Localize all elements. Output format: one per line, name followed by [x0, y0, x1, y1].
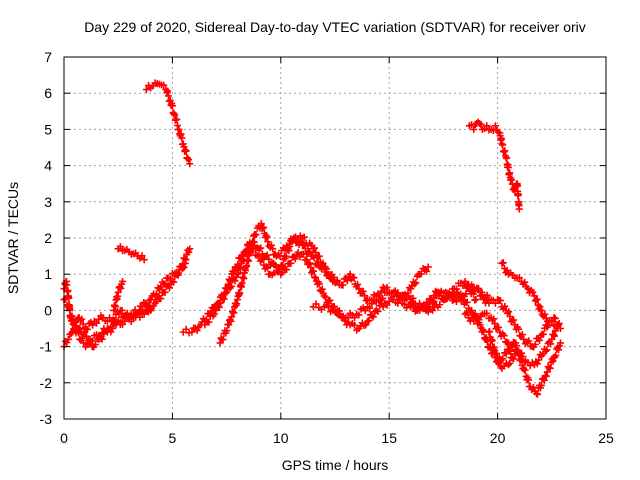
chart-title: Day 229 of 2020, Sidereal Day-to-day VTE… — [84, 19, 586, 35]
data-point-markers — [216, 220, 341, 347]
series-arc-low-c — [60, 277, 155, 351]
series-arc-late-4 — [485, 327, 519, 372]
x-tick-label: 25 — [598, 430, 614, 446]
x-axis-label: GPS time / hours — [282, 457, 389, 473]
data-point-markers — [498, 259, 564, 332]
data-point-markers — [114, 243, 148, 264]
y-tick-label: -1 — [40, 339, 53, 355]
data-point-markers — [465, 118, 523, 213]
series-arc-mid-1 — [110, 277, 127, 314]
x-tick-label: 10 — [273, 430, 289, 446]
data-point-markers — [476, 290, 562, 351]
series-arc-short — [114, 243, 148, 264]
data-point-markers — [407, 281, 493, 314]
y-tick-label: 7 — [44, 49, 52, 65]
data-point-markers — [142, 79, 194, 168]
series-arc-high-1 — [142, 79, 194, 168]
data-point-markers — [60, 277, 155, 351]
y-tick-label: 4 — [44, 158, 52, 174]
series-arc-late-1 — [461, 309, 562, 370]
series-arc-high-2 — [465, 118, 523, 213]
data-point-markers — [110, 277, 127, 314]
data-marks — [60, 79, 564, 398]
data-point-markers — [461, 309, 562, 370]
y-tick-label: -3 — [40, 411, 53, 427]
series-arc-late-2 — [476, 290, 562, 351]
data-point-markers — [60, 259, 189, 345]
y-tick-label: -2 — [40, 375, 53, 391]
x-tick-label: 20 — [490, 430, 506, 446]
x-tick-label: 5 — [169, 430, 177, 446]
x-tick-label: 15 — [381, 430, 397, 446]
axis-ticks: 0 5 10 15 20 25 -3 -2 -1 0 1 2 3 4 5 6 7 — [40, 49, 614, 446]
series-arc-mid-4 — [216, 220, 341, 347]
y-axis-label: SDTVAR / TECUs — [5, 182, 21, 294]
y-tick-label: 5 — [44, 121, 52, 137]
series-arc-late-3 — [498, 259, 564, 332]
y-tick-label: 6 — [44, 85, 52, 101]
data-point-markers — [485, 327, 519, 372]
y-tick-label: 0 — [44, 302, 52, 318]
y-tick-label: 1 — [44, 266, 52, 282]
series-arc-low-b — [60, 259, 189, 345]
x-tick-label: 0 — [60, 430, 68, 446]
y-tick-label: 2 — [44, 230, 52, 246]
y-tick-label: 3 — [44, 194, 52, 210]
series-arc-late-5 — [407, 281, 493, 314]
